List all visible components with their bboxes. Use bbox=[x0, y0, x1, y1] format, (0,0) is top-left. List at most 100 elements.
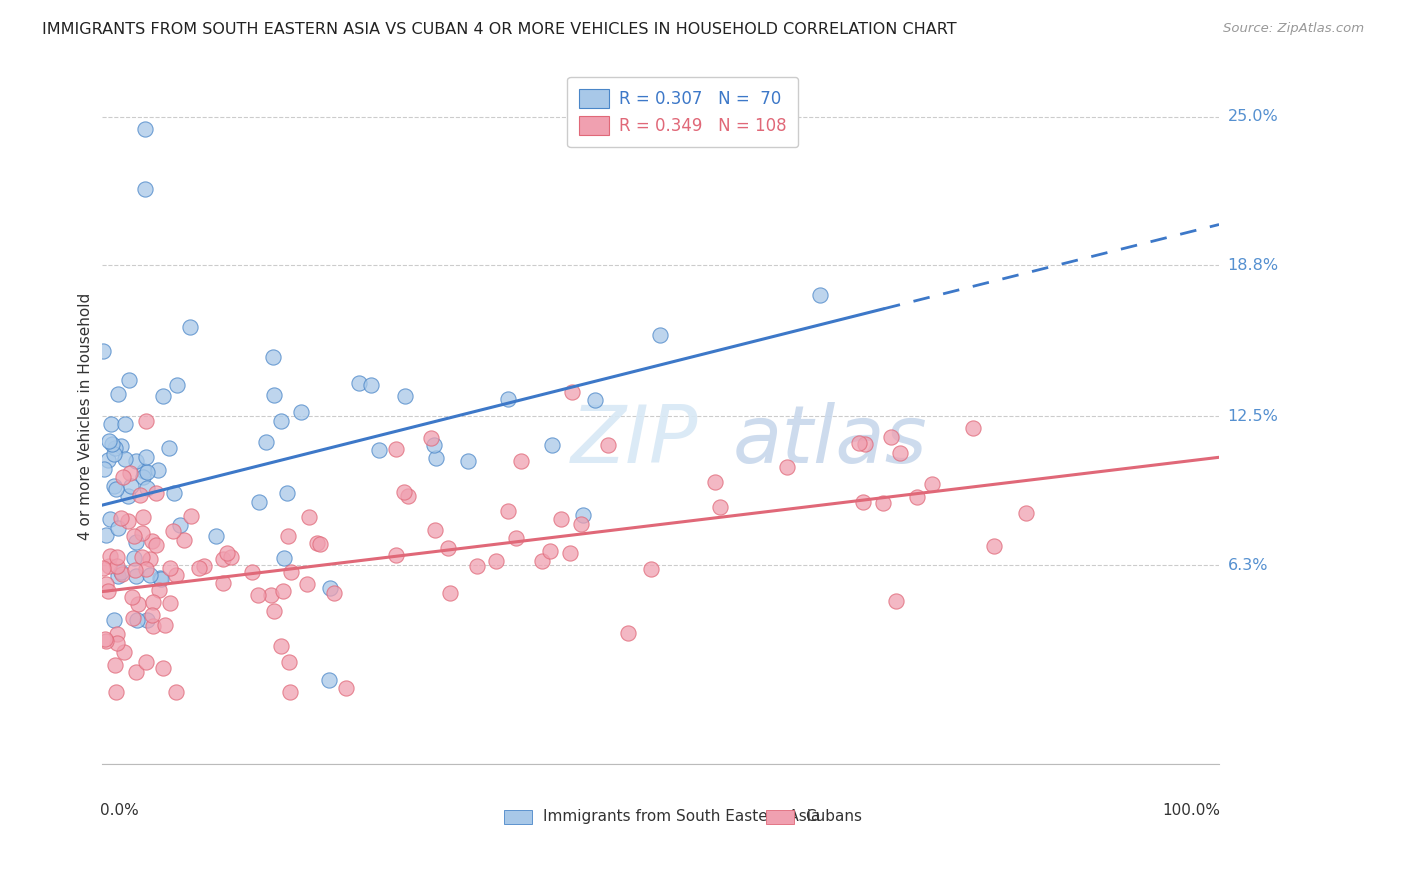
Point bbox=[103, 446, 125, 460]
Point bbox=[105, 549, 128, 564]
Point bbox=[124, 529, 146, 543]
Point bbox=[905, 491, 928, 505]
Point bbox=[124, 563, 146, 577]
Point bbox=[112, 470, 135, 484]
Text: IMMIGRANTS FROM SOUTH EASTERN ASIA VS CUBAN 4 OR MORE VEHICLES IN HOUSEHOLD CORR: IMMIGRANTS FROM SOUTH EASTERN ASIA VS CU… bbox=[42, 22, 957, 37]
Point bbox=[155, 618, 177, 632]
Point bbox=[884, 594, 907, 608]
Point bbox=[217, 546, 239, 560]
Point bbox=[91, 343, 114, 358]
Point bbox=[132, 510, 155, 524]
Point bbox=[650, 327, 672, 342]
Point bbox=[550, 512, 572, 526]
Point bbox=[260, 588, 283, 602]
Point bbox=[105, 636, 128, 650]
Point bbox=[505, 531, 527, 545]
Point bbox=[114, 417, 136, 431]
Point bbox=[169, 517, 191, 532]
Point bbox=[112, 645, 135, 659]
Point bbox=[101, 436, 124, 450]
Y-axis label: 4 or more Vehicles in Household: 4 or more Vehicles in Household bbox=[79, 293, 93, 541]
Point bbox=[270, 639, 292, 653]
Point bbox=[193, 558, 215, 573]
Point bbox=[278, 685, 301, 699]
Point bbox=[94, 632, 117, 646]
Point bbox=[254, 435, 277, 450]
Point bbox=[276, 486, 298, 500]
Point bbox=[165, 685, 187, 699]
Point bbox=[132, 464, 155, 478]
Point bbox=[360, 378, 382, 392]
Point bbox=[122, 550, 145, 565]
Point bbox=[125, 665, 148, 679]
Point bbox=[131, 526, 153, 541]
Point bbox=[596, 438, 619, 452]
Point bbox=[436, 541, 458, 556]
FancyBboxPatch shape bbox=[503, 810, 531, 823]
Point bbox=[94, 576, 117, 591]
Point bbox=[97, 583, 120, 598]
Text: 100.0%: 100.0% bbox=[1163, 803, 1220, 818]
Point bbox=[148, 463, 170, 477]
Point bbox=[852, 494, 875, 508]
Point bbox=[808, 287, 831, 301]
Point bbox=[135, 656, 157, 670]
Point bbox=[135, 413, 157, 427]
Point bbox=[103, 441, 125, 455]
Point bbox=[152, 661, 174, 675]
Point bbox=[983, 539, 1005, 553]
Point bbox=[280, 565, 302, 579]
Point bbox=[173, 533, 195, 548]
Point bbox=[263, 387, 285, 401]
Point bbox=[135, 562, 157, 576]
Point bbox=[104, 657, 127, 672]
Point bbox=[392, 484, 415, 499]
Point bbox=[640, 562, 662, 576]
Point bbox=[129, 487, 152, 501]
Text: 12.5%: 12.5% bbox=[1227, 409, 1278, 424]
Text: 0.0%: 0.0% bbox=[100, 803, 139, 818]
Point bbox=[439, 586, 461, 600]
Point bbox=[121, 611, 143, 625]
Legend: R = 0.307   N =  70, R = 0.349   N = 108: R = 0.307 N = 70, R = 0.349 N = 108 bbox=[567, 77, 799, 147]
Point bbox=[96, 634, 118, 648]
Point bbox=[583, 393, 606, 408]
Point bbox=[134, 181, 156, 195]
Point bbox=[163, 486, 186, 500]
Point bbox=[558, 546, 581, 560]
Point bbox=[277, 529, 299, 543]
Text: Cubans: Cubans bbox=[806, 809, 863, 824]
Text: Source: ZipAtlas.com: Source: ZipAtlas.com bbox=[1223, 22, 1364, 36]
Point bbox=[889, 446, 911, 460]
Point bbox=[709, 500, 731, 514]
Point bbox=[117, 514, 139, 528]
Point bbox=[188, 560, 211, 574]
Point bbox=[100, 417, 122, 431]
Text: 18.8%: 18.8% bbox=[1227, 258, 1278, 273]
Point bbox=[290, 405, 312, 419]
Point bbox=[457, 453, 479, 467]
Point bbox=[425, 450, 447, 465]
Point bbox=[572, 508, 595, 523]
Point bbox=[467, 558, 489, 573]
Text: 25.0%: 25.0% bbox=[1227, 109, 1278, 124]
Point bbox=[100, 512, 122, 526]
Point bbox=[872, 496, 894, 510]
Point bbox=[246, 588, 269, 602]
Point bbox=[103, 614, 125, 628]
Point bbox=[107, 387, 129, 401]
Point bbox=[270, 414, 292, 428]
Point bbox=[149, 571, 172, 585]
Point bbox=[141, 533, 163, 548]
Point bbox=[485, 554, 508, 568]
Point bbox=[124, 534, 146, 549]
Point bbox=[166, 377, 188, 392]
Point bbox=[308, 537, 330, 551]
Point bbox=[398, 489, 420, 503]
Point bbox=[98, 549, 121, 563]
Point bbox=[110, 565, 132, 579]
Point bbox=[111, 567, 134, 582]
Point bbox=[569, 516, 592, 531]
Point bbox=[134, 121, 156, 136]
Point bbox=[277, 656, 299, 670]
